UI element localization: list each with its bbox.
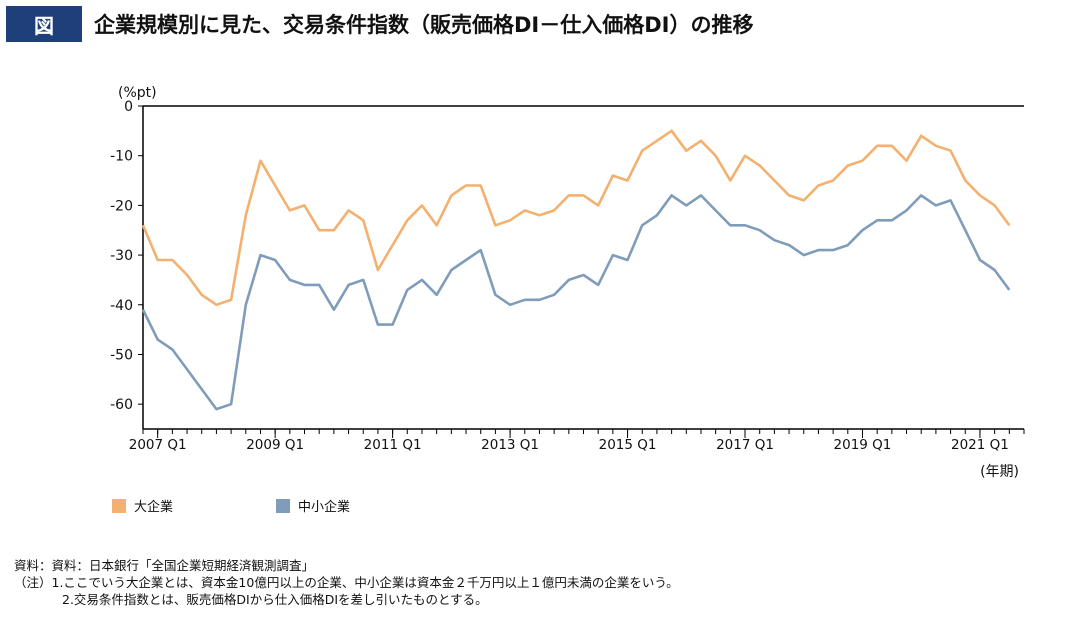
x-tick-label: 2009 Q1 (246, 437, 304, 453)
x-tick-label: 2019 Q1 (834, 437, 892, 453)
series-layer (141, 129, 1011, 411)
legend-swatch-small (276, 498, 290, 513)
x-tick-label: 2007 Q1 (129, 437, 187, 453)
y-tick-label: -60 (110, 397, 133, 413)
legend-label-large: 大企業 (134, 500, 174, 515)
legend-label-small: 中小企業 (298, 500, 351, 515)
y-tick-label: -50 (110, 347, 133, 363)
figure-badge: 図 (6, 6, 82, 42)
footnotes: 資料：資料：日本銀行「全国企業短期経済観測調査」 （注）1.ここでいう大企業とは… (14, 557, 679, 608)
chart-axes: 0 -10 -20 -30 -40 -50 -60 2007 Q1 2009 Q1 2011 Q1… (110, 99, 1025, 453)
y-tick-label: -30 (110, 248, 133, 264)
note-2: 2.交易条件指数とは、販売価格DIから仕入価格DIを差し引いたものとする。 (62, 592, 488, 607)
x-tick-label: 2011 Q1 (364, 437, 422, 453)
source-note: 資料：資料：日本銀行「全国企業短期経済観測調査」 (14, 558, 315, 573)
legend-item-small: 中小企業 (276, 496, 350, 515)
x-tick-label: 2017 Q1 (716, 437, 774, 453)
x-tick-label: 2013 Q1 (481, 437, 539, 453)
legend-swatch-large (112, 498, 126, 513)
x-tick-label: 2015 Q1 (599, 437, 657, 453)
y-tick-label: 0 (124, 99, 133, 115)
series-line-large (141, 129, 1011, 307)
y-tick-label: -40 (110, 298, 133, 314)
y-axis-label: (%pt) (118, 85, 157, 101)
y-tick-label: -20 (110, 198, 133, 214)
legend-item-large: 大企業 (112, 496, 173, 515)
y-tick-label: -10 (110, 149, 133, 165)
x-tick-label: 2021 Q1 (951, 437, 1009, 453)
x-axis-label: (年期) (980, 464, 1019, 480)
chart-title: 企業規模別に見た、交易条件指数（販売価格DI－仕入価格DI）の推移 (94, 13, 754, 37)
note-1: （注）1.ここでいう大企業とは、資本金10億円以上の企業、中小企業は資本金２千万… (14, 575, 679, 590)
series-line-small (141, 194, 1011, 411)
